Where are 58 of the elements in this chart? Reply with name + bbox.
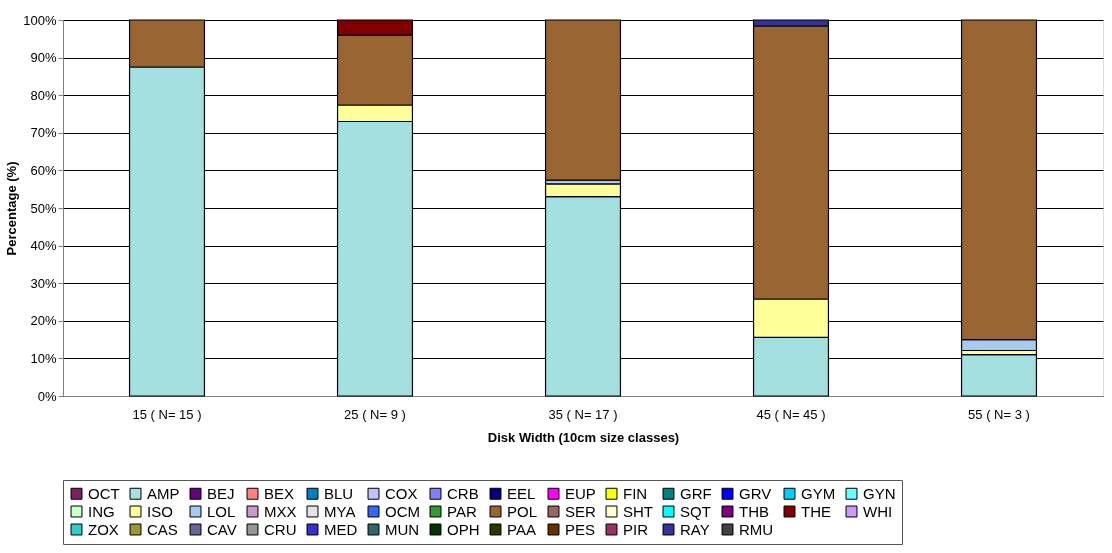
y-tick-label: 60% — [30, 162, 57, 178]
legend-label: MXX — [264, 502, 297, 520]
legend-label: ING — [88, 502, 115, 520]
legend-label: BEJ — [207, 484, 235, 502]
y-tick-label: 20% — [30, 313, 57, 329]
legend-label: CAV — [207, 520, 237, 538]
legend-label: CRU — [264, 520, 297, 538]
legend-label: SQT — [680, 502, 711, 520]
y-tick-label: 40% — [30, 238, 57, 254]
y-tick-label: 0% — [37, 388, 57, 404]
legend-label: EEL — [507, 484, 536, 502]
legend-label: OCT — [88, 484, 120, 502]
legend-label: AMP — [147, 484, 180, 502]
legend-label: THB — [739, 502, 769, 520]
x-tick-label: 35 ( N= 17 ) — [548, 406, 618, 422]
legend-label: GRF — [680, 484, 712, 502]
legend-label: COX — [385, 484, 418, 502]
x-tick-label: 55 ( N= 3 ) — [968, 406, 1030, 422]
legend-label: CRB — [447, 484, 479, 502]
x-axis-title: Disk Width (10cm size classes) — [487, 429, 680, 445]
legend-label: GYM — [801, 484, 836, 502]
legend-label: EUP — [565, 484, 596, 502]
x-tick-label: 25 ( N= 9 ) — [344, 406, 406, 422]
legend-label: THE — [801, 502, 831, 520]
x-tick-label: 45 ( N= 45 ) — [756, 406, 826, 422]
legend-label: GYN — [863, 484, 896, 502]
legend-label: BEX — [264, 484, 295, 502]
y-tick-label: 80% — [30, 87, 57, 103]
legend-label: BLU — [324, 484, 354, 502]
y-tick-label: 100% — [23, 12, 57, 28]
y-tick-label: 70% — [30, 125, 57, 141]
legend-label: OCM — [385, 502, 420, 520]
legend-label: SER — [565, 502, 597, 520]
legend-label: ISO — [147, 502, 173, 520]
legend-label: RAY — [680, 520, 710, 538]
y-tick-label: 50% — [30, 200, 57, 216]
legend-label: MUN — [385, 520, 420, 538]
y-tick-label: 10% — [30, 350, 57, 366]
y-tick-label: 90% — [30, 50, 57, 66]
y-tick-label: 30% — [30, 275, 57, 291]
legend-label: POL — [507, 502, 538, 520]
legend-label: MYA — [324, 502, 356, 520]
x-tick-label: 15 ( N= 15 ) — [132, 406, 202, 422]
legend-label: GRV — [739, 484, 772, 502]
legend-label: PIR — [623, 520, 649, 538]
legend-label: WHI — [863, 502, 893, 520]
legend-label: PAA — [507, 520, 536, 538]
legend-label: FIN — [623, 484, 648, 502]
legend-label: CAS — [147, 520, 178, 538]
legend-label: MED — [324, 520, 358, 538]
y-axis-title: Percentage (%) — [4, 161, 20, 256]
legend-label: SHT — [623, 502, 653, 520]
legend-label: RMU — [739, 520, 774, 538]
legend-label: PAR — [447, 502, 477, 520]
legend-label: OPH — [447, 520, 480, 538]
legend-label: PES — [565, 520, 596, 538]
legend-label: ZOX — [88, 520, 119, 538]
legend-label: LOL — [207, 502, 236, 520]
